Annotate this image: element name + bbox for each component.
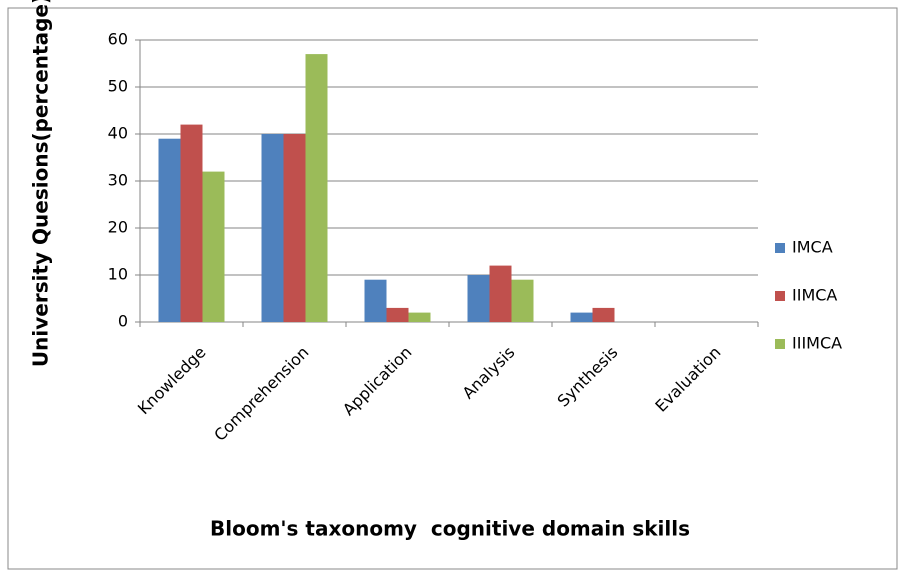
- bar: [570, 312, 593, 322]
- x-axis-title: Bloom's taxonomy cognitive domain skills: [210, 517, 690, 541]
- bar: [364, 279, 387, 322]
- legend-swatch: [775, 339, 785, 349]
- legend-label: IMCA: [792, 238, 833, 257]
- bar: [261, 134, 284, 322]
- legend-swatch: [775, 291, 785, 301]
- bar: [202, 171, 225, 322]
- y-tick-label: 50: [108, 77, 128, 96]
- chart-frame: [7, 7, 898, 570]
- legend-swatch: [775, 243, 785, 253]
- bar: [283, 134, 306, 322]
- legend-label: IIMCA: [792, 286, 837, 305]
- bar: [158, 138, 181, 322]
- bar: [305, 54, 328, 322]
- y-tick-label: 10: [108, 265, 128, 284]
- legend-label: IIIMCA: [792, 334, 842, 353]
- bar: [592, 307, 615, 322]
- bar: [511, 279, 534, 322]
- y-tick-label: 30: [108, 171, 128, 190]
- bar: [180, 124, 203, 322]
- bar: [467, 275, 490, 322]
- y-tick-label: 40: [108, 124, 128, 143]
- bar: [408, 312, 431, 322]
- y-tick-label: 20: [108, 218, 128, 237]
- bar: [386, 307, 409, 322]
- y-tick-label: 60: [108, 30, 128, 49]
- bar: [489, 265, 512, 322]
- y-axis-title: University Quesions(percentage): [29, 0, 53, 367]
- y-tick-label: 0: [118, 312, 128, 331]
